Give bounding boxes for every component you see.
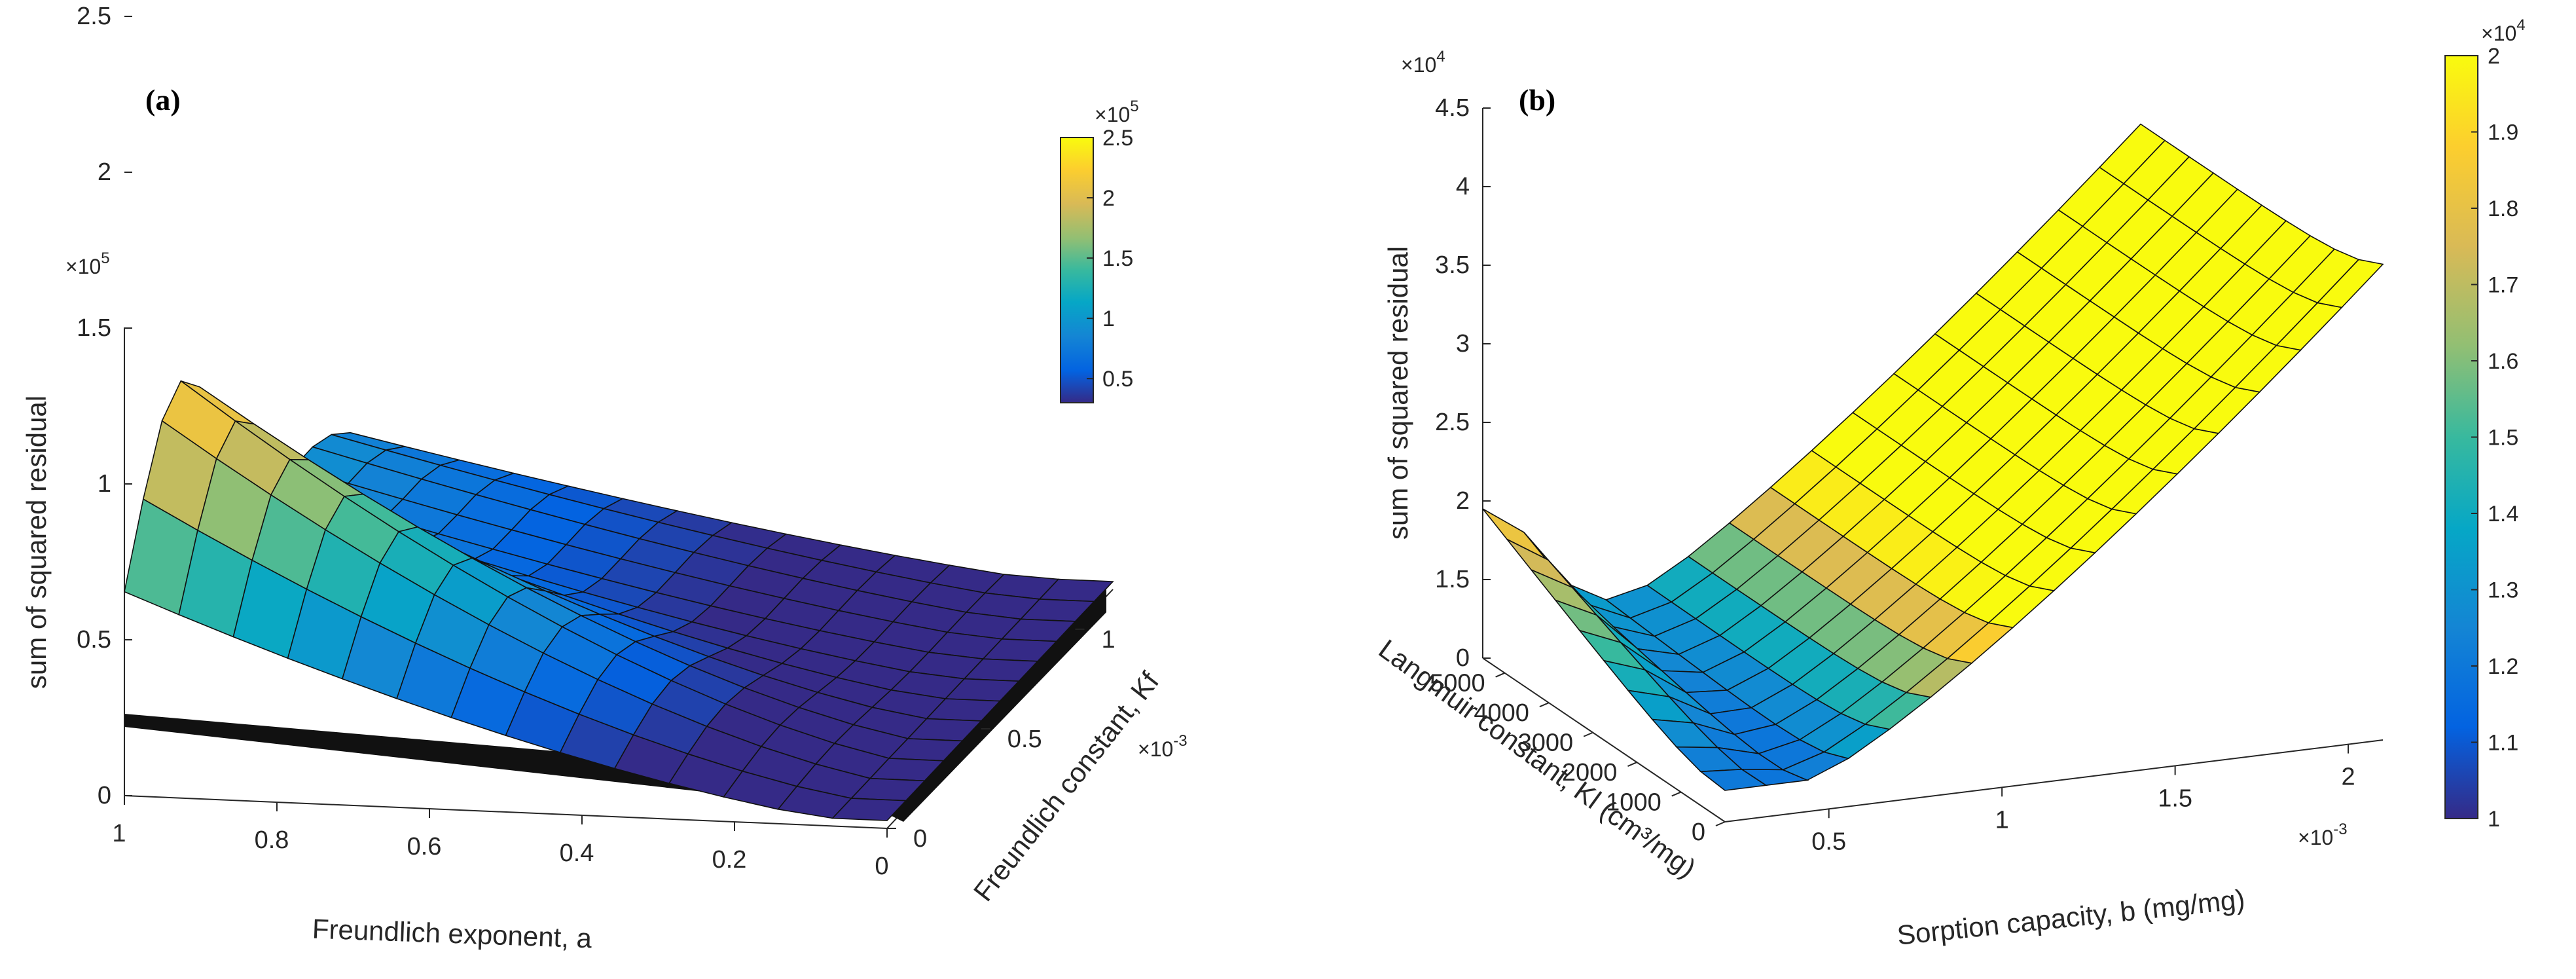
- y-tick-label: 1000: [1606, 789, 1661, 817]
- x-tick-label: 2: [2342, 764, 2355, 791]
- colorbar-tick-label: 1.1: [2488, 731, 2518, 756]
- colorbar-tick-label: 1.7: [2488, 273, 2518, 298]
- panel-b-z-multiplier: ×104: [1401, 48, 1445, 77]
- z-tick-label: 2: [1456, 487, 1470, 515]
- y-tick-label: 5000: [1430, 670, 1485, 697]
- colorbar-tick-label: 1.9: [2488, 120, 2518, 145]
- colorbar-tick-label: 1.6: [2488, 349, 2518, 374]
- panel-b-label: (b): [1519, 83, 1555, 117]
- panel-b-x-ticks: 0.5 1 1.5 2: [1811, 744, 2355, 855]
- panel-b-x-multiplier: ×10-3: [2298, 821, 2348, 849]
- panel-a-z-label: sum of squared residual: [21, 396, 52, 689]
- x-tick-label: 0.8: [255, 826, 289, 854]
- z-tick-label: 2.5: [77, 3, 111, 30]
- z-tick-label: 4.5: [1435, 94, 1470, 122]
- z-tick-label: 0: [1456, 644, 1470, 672]
- x-tick-label: 0.5: [1811, 828, 1846, 855]
- colorbar-tick-label: 2.5: [1102, 126, 1133, 151]
- y-tick-label: 0.5: [1007, 726, 1042, 753]
- panel-a-colorbar: [1060, 137, 1094, 403]
- panel-a-label: (a): [145, 83, 181, 117]
- z-tick-label: 3: [1456, 330, 1470, 358]
- panel-a-floor-edge: [124, 589, 1106, 822]
- colorbar-tick-label: 1: [1102, 306, 1115, 331]
- surface-cell: [2316, 259, 2384, 308]
- panel-b-surface: [1482, 123, 2384, 791]
- y-tick-label: 3000: [1518, 730, 1574, 757]
- x-tick-label: 0.2: [712, 846, 747, 874]
- z-tick-label: 4: [1456, 173, 1470, 200]
- panel-a-y-multiplier: ×10-3: [1138, 732, 1188, 761]
- panel-b-z-label: sum of squared residual: [1383, 246, 1413, 540]
- panel-a-colorbar-multiplier: ×105: [1095, 98, 1139, 126]
- colorbar-tick-label: 1.5: [1102, 246, 1133, 271]
- y-tick-mark: [1539, 702, 1550, 708]
- z-tick-label: 3.5: [1435, 251, 1470, 279]
- y-tick-mark: [1495, 672, 1506, 678]
- y-tick-mark: [1715, 821, 1726, 826]
- x-tick-label: 0.4: [560, 840, 594, 867]
- colorbar-tick-label: 1.4: [2488, 502, 2518, 526]
- surface-cell: [1482, 508, 1549, 561]
- panel-a-x-label: Freundlich exponent, a: [312, 914, 592, 954]
- z-tick-label: 2.5: [1435, 409, 1470, 436]
- x-tick-label: 0.6: [407, 833, 442, 860]
- panel-a-z-ticks: 00.511.522.53: [77, 3, 132, 809]
- panel-b-colorbar-multiplier: ×104: [2481, 16, 2526, 45]
- x-tick-label: 1: [1995, 806, 2009, 834]
- panel-b: (b) 0 1.5 2 2.5 3 3.5 4 4.5 ×104 0.5 1 1.5 2 0 1000…: [1373, 16, 2526, 951]
- colorbar-tick-label: 1.8: [2488, 196, 2518, 221]
- colorbar-tick-label: 0.5: [1102, 367, 1133, 392]
- y-tick-mark: [1583, 731, 1593, 737]
- panel-a-z-multiplier: ×105: [65, 249, 110, 278]
- z-tick-label: 1.5: [77, 314, 111, 342]
- surface-cell: [831, 798, 907, 821]
- colorbar-tick-label: 1: [2488, 807, 2500, 832]
- y-tick-label: 0: [1692, 819, 1705, 846]
- x-tick-label: 1: [112, 820, 126, 847]
- x-tick-label: 0: [875, 853, 888, 880]
- panel-b-axes: [1482, 108, 2384, 822]
- colorbar-tick-label: 1.3: [2488, 578, 2518, 603]
- z-tick-label: 1.5: [1435, 566, 1470, 593]
- y-tick-label: 0: [913, 825, 927, 853]
- colorbar-tick-label: 2: [2488, 44, 2500, 69]
- z-tick-label: 0.5: [77, 626, 111, 654]
- y-tick-label: 4000: [1474, 699, 1529, 727]
- panel-a-surface: [124, 380, 1114, 821]
- panel-a-x-ticks: 1 0.8 0.6 0.4 0.2 0: [112, 796, 889, 880]
- z-tick-label: 2: [98, 158, 111, 186]
- z-tick-label: 0: [98, 782, 111, 809]
- y-tick-mark: [1627, 762, 1637, 767]
- panel-a: (a) 00.511.522.53 ×105 10.80.60.40.20 00…: [21, 3, 1188, 954]
- panel-a-colorbar-ticks: 0.5 1 1.5 2 2.5: [1087, 126, 1133, 392]
- z-tick-label: 1: [98, 470, 111, 498]
- panel-a-y-ticks: 00.51: [887, 626, 1116, 853]
- colorbar-tick-label: 1.2: [2488, 654, 2518, 679]
- y-tick-label: 1: [1102, 626, 1116, 654]
- panel-b-x-label: Sorption capacity, b (mg/mg): [1896, 883, 2247, 951]
- panel-b-colorbar-ticks: 1 1.1 1.2 1.3 1.4 1.5 1.6 1.7 1.8 1.9 2: [2471, 44, 2518, 832]
- x-tick-label: 1.5: [2158, 785, 2192, 812]
- panel-b-z-ticks: 0 1.5 2 2.5 3 3.5 4 4.5: [1435, 94, 1491, 672]
- y-tick-mark: [1671, 791, 1682, 797]
- colorbar-tick-label: 1.5: [2488, 426, 2518, 451]
- y-tick-label: 2000: [1562, 759, 1618, 786]
- colorbar-tick-label: 2: [1102, 186, 1115, 211]
